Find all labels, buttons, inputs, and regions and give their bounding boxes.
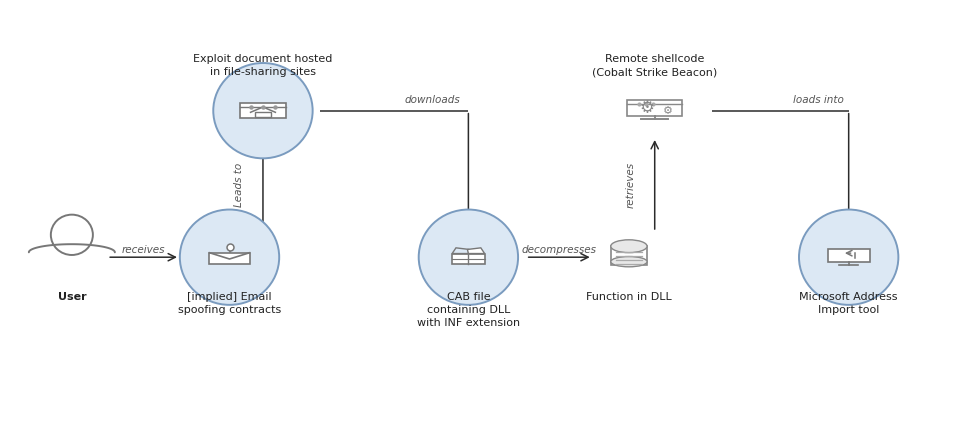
Text: receives: receives bbox=[122, 245, 166, 255]
Ellipse shape bbox=[51, 215, 93, 255]
FancyBboxPatch shape bbox=[828, 249, 870, 262]
Text: downloads: downloads bbox=[405, 96, 460, 106]
Ellipse shape bbox=[610, 256, 647, 267]
FancyBboxPatch shape bbox=[210, 253, 250, 264]
Text: [implied] Email
spoofing contracts: [implied] Email spoofing contracts bbox=[177, 292, 281, 315]
FancyBboxPatch shape bbox=[240, 103, 286, 118]
FancyBboxPatch shape bbox=[254, 112, 271, 117]
Text: User: User bbox=[58, 292, 86, 302]
Text: decompresses: decompresses bbox=[522, 245, 597, 255]
Polygon shape bbox=[452, 248, 469, 254]
Ellipse shape bbox=[214, 63, 313, 158]
Text: CAB file
containing DLL
with INF extension: CAB file containing DLL with INF extensi… bbox=[417, 292, 520, 328]
Text: ⚙: ⚙ bbox=[640, 99, 654, 117]
Text: loads into: loads into bbox=[793, 96, 844, 106]
Text: ⚙: ⚙ bbox=[663, 107, 673, 116]
Text: retrieves: retrieves bbox=[626, 162, 636, 207]
Text: Microsoft Address
Import tool: Microsoft Address Import tool bbox=[800, 292, 898, 315]
FancyBboxPatch shape bbox=[610, 246, 647, 265]
Text: Leads to: Leads to bbox=[234, 162, 244, 207]
Ellipse shape bbox=[799, 210, 898, 305]
Ellipse shape bbox=[610, 240, 647, 252]
Text: Remote shellcode
(Cobalt Strike Beacon): Remote shellcode (Cobalt Strike Beacon) bbox=[592, 54, 718, 78]
Ellipse shape bbox=[418, 210, 518, 305]
FancyBboxPatch shape bbox=[627, 100, 682, 116]
Polygon shape bbox=[467, 248, 485, 254]
Text: Function in DLL: Function in DLL bbox=[586, 292, 672, 302]
Text: Exploit document hosted
in file-sharing sites: Exploit document hosted in file-sharing … bbox=[193, 54, 332, 78]
FancyBboxPatch shape bbox=[452, 254, 485, 264]
Ellipse shape bbox=[179, 210, 279, 305]
